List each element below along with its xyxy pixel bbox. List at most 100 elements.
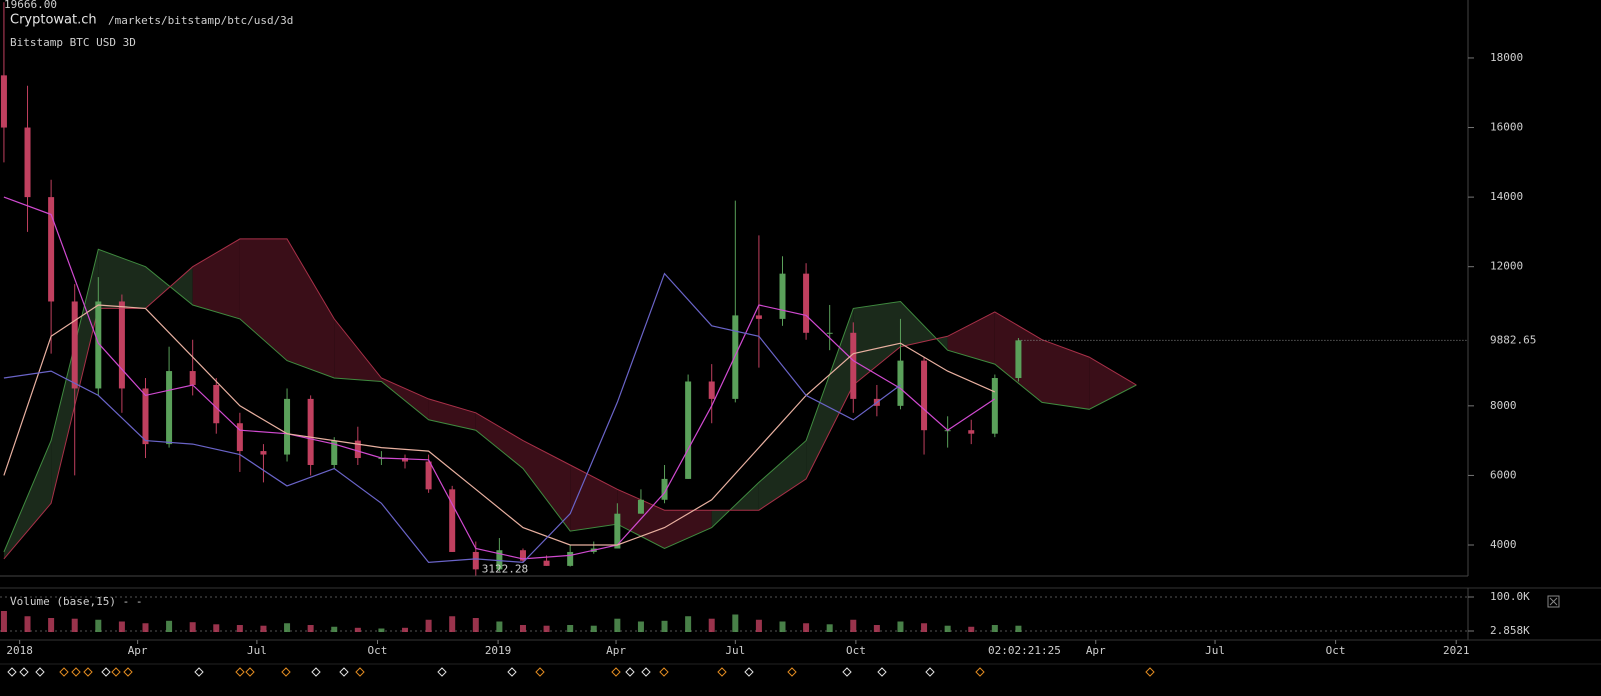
candle-body: [71, 301, 78, 389]
volume-bar: [142, 623, 149, 633]
candle-body: [897, 360, 904, 406]
x-tick-label: 2019: [485, 644, 512, 657]
low-label: 3122.28: [482, 563, 528, 576]
cloud-span-b: [3, 238, 1137, 560]
volume-bar: [567, 625, 574, 633]
x-tick-label: Jul: [1205, 644, 1225, 657]
chart-title: Bitstamp BTC USD 3D: [10, 36, 136, 49]
cloud-fill: [1042, 339, 1090, 410]
event-markers: [7, 667, 1155, 677]
volume-bar: [755, 619, 762, 633]
candle-body: [567, 551, 574, 566]
close-button[interactable]: [1547, 595, 1560, 608]
top-price-label: 19666.00: [4, 0, 57, 11]
volume-bar: [71, 618, 78, 633]
volume-bar: [48, 618, 55, 633]
cloud-span-a: [3, 248, 1137, 553]
x-tick-label: Apr: [128, 644, 148, 657]
candle-body: [708, 381, 715, 399]
cloud-fill: [334, 318, 382, 382]
volume-bar: [944, 625, 951, 633]
volume-tick-label: 100.0K: [1490, 590, 1530, 603]
cloud-fill: [806, 308, 854, 479]
candle-body: [519, 550, 526, 561]
volume-bar: [166, 620, 173, 633]
candle-body: [850, 332, 857, 399]
y-tick-label: 16000: [1490, 121, 1523, 134]
candle-body: [260, 451, 267, 455]
y-tick-label: 18000: [1490, 51, 1523, 64]
candle-body: [496, 550, 503, 570]
candle-body: [142, 388, 149, 445]
cloud-fill: [381, 378, 429, 420]
market-path: /markets/bitstamp/btc/usd/3d: [108, 14, 293, 27]
site-name[interactable]: Cryptowat.ch: [10, 13, 97, 28]
volume-bar: [307, 625, 314, 633]
volume-bar: [331, 626, 338, 633]
volume-bar: [1015, 625, 1022, 633]
x-tick-label: Oct: [1326, 644, 1346, 657]
indicator-line: [3, 272, 901, 564]
x-tick-label: Jul: [247, 644, 267, 657]
volume-bar: [24, 616, 31, 633]
volume-bar: [284, 623, 291, 633]
cloud-fill: [570, 465, 618, 532]
plot-layers: 4000 6000 8000 12000 14000 16000 18000 100.0K 2.…: [0, 2, 1538, 657]
volume-bar: [425, 619, 432, 633]
cloud-fill: [3, 440, 52, 559]
volume-bar: [496, 621, 503, 633]
volume-bar: [732, 614, 739, 633]
candle-body: [661, 478, 668, 500]
volume-bar: [213, 624, 220, 633]
volume-bar: [189, 622, 196, 633]
x-tick-label: Apr: [1086, 644, 1106, 657]
candle-body: [213, 384, 220, 424]
candle-body: [543, 560, 550, 566]
y-tick-label: 12000: [1490, 260, 1523, 273]
candle-body: [755, 315, 762, 319]
candle-body: [402, 458, 409, 462]
last-price-label: 9882.65: [1490, 333, 1536, 346]
candle-body: [284, 398, 291, 455]
candle-body: [803, 273, 810, 333]
candle-body: [166, 371, 173, 445]
cloud-fill: [664, 510, 712, 549]
volume-bar: [590, 625, 597, 633]
cloud-fill: [758, 440, 807, 511]
volume-bar: [873, 625, 880, 633]
x-tick-label: Apr: [606, 644, 626, 657]
candle-body: [425, 461, 432, 490]
volume-bar: [0, 611, 7, 633]
cloud-fill: [475, 412, 523, 469]
candle-body: [0, 75, 7, 128]
volume-bar: [991, 625, 998, 633]
y-tick-label: 8000: [1490, 399, 1517, 412]
volume-bar: [661, 620, 668, 633]
candle-body: [991, 378, 998, 434]
candle-body: [472, 551, 479, 570]
volume-bar: [260, 625, 267, 633]
x-tick-label: 2018: [6, 644, 33, 657]
cloud-fill: [239, 238, 287, 361]
cloud-fill: [853, 301, 901, 385]
candle-body: [307, 398, 314, 465]
volume-bar: [779, 621, 786, 633]
y-tick-label: 4000: [1490, 538, 1517, 551]
volume-bar: [472, 618, 479, 633]
x-tick-label: Jul: [725, 644, 745, 657]
cloud-fill: [192, 238, 240, 319]
candle-body: [614, 513, 621, 549]
candle-body: [354, 440, 361, 459]
last-price-box: [1474, 332, 1538, 349]
volume-bar: [850, 619, 857, 633]
volume-bar: [449, 616, 456, 633]
volume-title: Volume (base,15) - -: [10, 595, 142, 608]
candle-body: [48, 197, 55, 302]
candle-body: [732, 315, 739, 399]
candle-body: [921, 360, 928, 431]
candle-body: [449, 489, 456, 552]
volume-tick-label: 2.858K: [1490, 624, 1530, 637]
volume-bar: [637, 621, 644, 633]
